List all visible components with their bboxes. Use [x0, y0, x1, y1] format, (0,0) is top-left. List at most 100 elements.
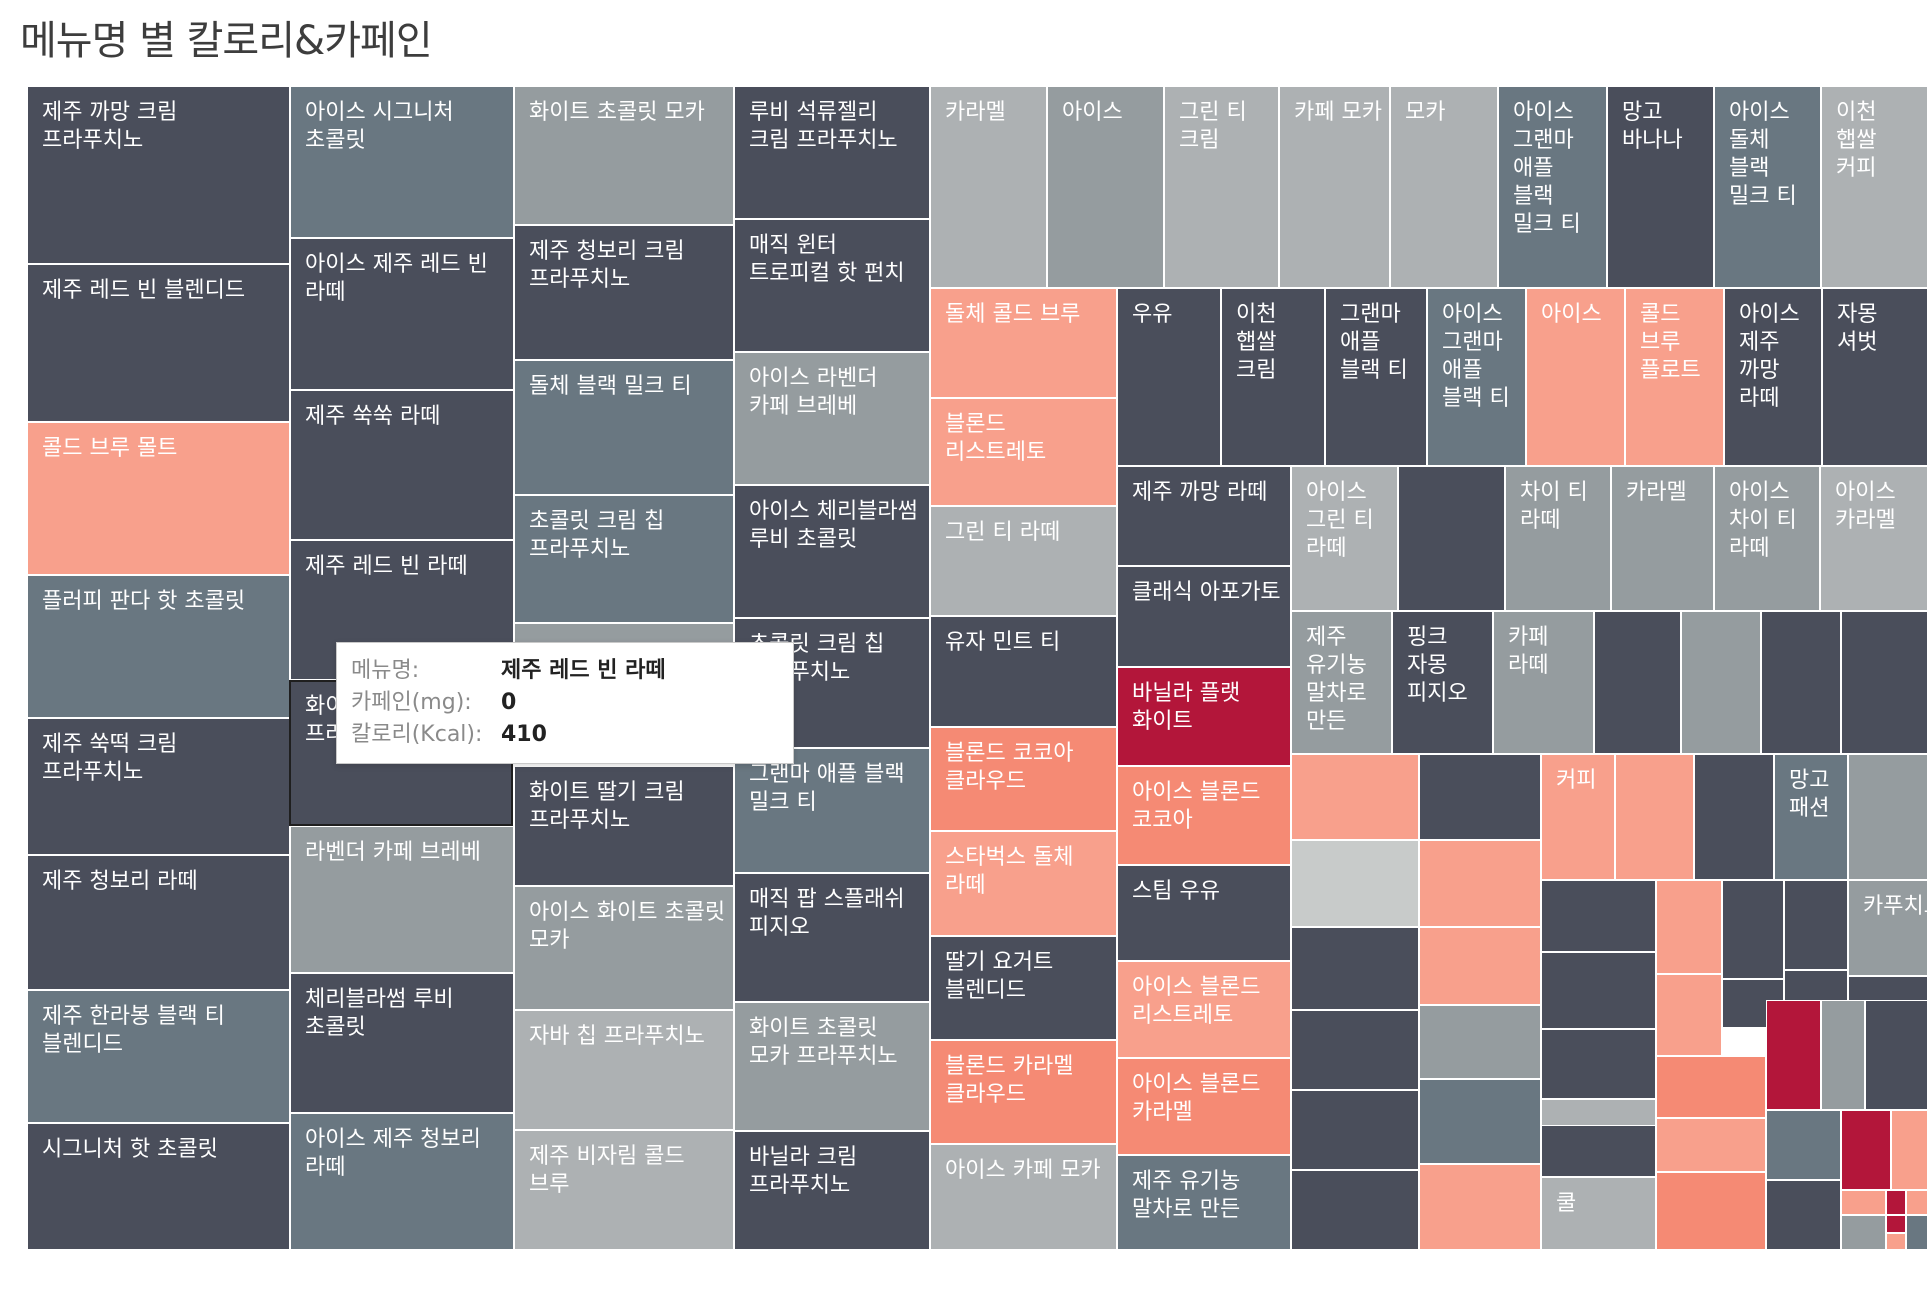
treemap-cell[interactable]: 콜드 브루 플로트 [1625, 288, 1724, 466]
treemap-cell[interactable]: 플러피 판다 핫 초콜릿 [27, 575, 290, 718]
treemap-cell[interactable]: 핑크 자몽 피지오 [1392, 611, 1493, 754]
treemap-cell[interactable]: 아이스 그랜마 애플 블랙 밀크 티 [1498, 86, 1607, 288]
treemap-cell[interactable] [1541, 952, 1656, 1029]
treemap-cell[interactable]: 매직 윈터 트로피컬 핫 펀치 [734, 219, 930, 352]
treemap-cell[interactable] [1886, 1215, 1906, 1233]
treemap-cell[interactable]: 라벤더 카페 브레베 [290, 826, 514, 973]
treemap-cell[interactable] [1848, 754, 1928, 880]
treemap-cell[interactable] [1419, 840, 1541, 927]
treemap-cell[interactable]: 제주 유기농 말차로 만든 [1291, 611, 1392, 754]
treemap-cell[interactable]: 카페 라떼 [1493, 611, 1594, 754]
treemap-cell[interactable]: 제주 유기농 말차로 만든 [1117, 1155, 1291, 1250]
treemap-cell[interactable]: 아이스 체리블라썸 루비 초콜릿 [734, 485, 930, 618]
treemap-cell[interactable]: 카페 모카 [1279, 86, 1390, 288]
treemap-cell[interactable] [1541, 880, 1656, 952]
treemap-cell[interactable] [1656, 974, 1722, 1056]
treemap-cell[interactable]: 아이스 블론드 코코아 [1117, 766, 1291, 865]
treemap-cell[interactable]: 스팀 우유 [1117, 865, 1291, 961]
treemap-cell[interactable]: 제주 까망 크림 프라푸치노 [27, 86, 290, 264]
treemap-cell[interactable] [1419, 1079, 1541, 1164]
treemap-cell[interactable]: 블론드 리스트레토 [930, 398, 1117, 506]
treemap-cell[interactable] [1656, 1118, 1766, 1172]
treemap-cell[interactable] [1291, 927, 1419, 1010]
treemap-cell[interactable] [1681, 611, 1761, 754]
treemap-cell[interactable]: 카푸치노 [1848, 880, 1928, 976]
treemap-cell[interactable]: 아이스 블론드 리스트레토 [1117, 961, 1291, 1058]
treemap-cell[interactable]: 화이트 딸기 크림 프라푸치노 [514, 766, 734, 886]
treemap-cell[interactable] [1291, 1170, 1419, 1250]
treemap-cell[interactable]: 제주 쑥쑥 라떼 [290, 390, 514, 540]
treemap-cell[interactable] [1615, 754, 1694, 880]
treemap-cell[interactable] [1656, 880, 1722, 974]
treemap-cell[interactable]: 아이스 화이트 초콜릿 모카 [514, 886, 734, 1010]
treemap-cell[interactable] [1761, 611, 1841, 754]
treemap-cell[interactable] [1841, 1110, 1891, 1190]
treemap-cell[interactable]: 유자 민트 티 [930, 616, 1117, 727]
treemap-cell[interactable] [1656, 1172, 1766, 1250]
treemap-cell[interactable] [1821, 1000, 1865, 1110]
treemap-cell[interactable]: 딸기 요거트 블렌디드 [930, 936, 1117, 1040]
treemap-cell[interactable]: 아이스 [1047, 86, 1164, 288]
treemap-cell[interactable] [1766, 1110, 1841, 1180]
treemap-cell[interactable]: 제주 청보리 라떼 [27, 855, 290, 990]
treemap-cell[interactable]: 아이스 돌체 블랙 밀크 티 [1714, 86, 1821, 288]
treemap-cell[interactable] [1419, 1164, 1541, 1250]
treemap-cell[interactable] [1766, 1180, 1841, 1250]
treemap-cell[interactable]: 돌체 콜드 브루 [930, 288, 1117, 398]
treemap-cell[interactable]: 그린 티 크림 [1164, 86, 1279, 288]
treemap-cell[interactable]: 화이트 초콜릿 모카 프라푸치노 [734, 1002, 930, 1131]
treemap-cell[interactable]: 시그니처 핫 초콜릿 [27, 1123, 290, 1250]
treemap-cell[interactable]: 망고 바나나 [1607, 86, 1714, 288]
treemap-cell[interactable]: 아이스 라벤더 카페 브레베 [734, 352, 930, 485]
treemap-cell[interactable]: 제주 청보리 크림 프라푸치노 [514, 225, 734, 360]
treemap-cell[interactable]: 아이스 시그니처 초콜릿 [290, 86, 514, 238]
treemap-cell[interactable]: 제주 비자림 콜드 브루 [514, 1130, 734, 1250]
treemap-cell[interactable]: 아이스 블론드 카라멜 [1117, 1058, 1291, 1155]
treemap-cell[interactable] [1541, 1029, 1656, 1099]
treemap-cell[interactable]: 카라멜 [930, 86, 1047, 288]
treemap-cell[interactable]: 그랜마 애플 블랙 티 [1325, 288, 1427, 466]
treemap-cell[interactable]: 아이스 제주 청보리 라떼 [290, 1113, 514, 1250]
treemap-cell[interactable] [1841, 611, 1928, 754]
treemap-cell[interactable]: 아이스 카라멜 [1820, 466, 1928, 611]
treemap-cell[interactable]: 커피 [1541, 754, 1615, 880]
treemap-cell[interactable] [1886, 1190, 1906, 1215]
treemap-cell[interactable] [1766, 1000, 1821, 1110]
treemap-cell[interactable] [1841, 1215, 1886, 1250]
treemap-cell[interactable]: 스타벅스 돌체 라떼 [930, 831, 1117, 936]
treemap-cell[interactable] [1291, 840, 1419, 927]
treemap-cell[interactable]: 돌체 블랙 밀크 티 [514, 360, 734, 495]
treemap-cell[interactable] [1906, 1190, 1928, 1215]
treemap-cell[interactable]: 그린 티 라떼 [930, 506, 1117, 616]
treemap-cell[interactable]: 쿨 [1541, 1177, 1656, 1250]
treemap-cell[interactable] [1906, 1215, 1928, 1250]
treemap-cell[interactable]: 그랜마 애플 블랙 밀크 티 [734, 748, 930, 873]
treemap-cell[interactable]: 우유 [1117, 288, 1221, 466]
treemap-cell[interactable] [1419, 754, 1541, 840]
treemap-cell[interactable]: 제주 까망 라떼 [1117, 466, 1291, 566]
treemap-cell[interactable]: 이천 햅쌀 커피 [1821, 86, 1928, 288]
treemap-cell[interactable]: 아이스 그랜마 애플 블랙 티 [1427, 288, 1526, 466]
treemap-cell[interactable] [1291, 754, 1419, 840]
treemap-cell[interactable] [1865, 1000, 1928, 1110]
treemap-cell[interactable]: 망고 패션 [1774, 754, 1848, 880]
treemap-cell[interactable]: 제주 한라봉 블랙 티 블렌디드 [27, 990, 290, 1123]
treemap-cell[interactable]: 자몽 셔벗 [1822, 288, 1928, 466]
treemap-cell[interactable]: 블론드 코코아 클라우드 [930, 727, 1117, 831]
treemap-cell[interactable] [1722, 880, 1784, 979]
treemap-cell[interactable]: 아이스 [1526, 288, 1625, 466]
treemap-cell[interactable]: 매직 팝 스플래쉬 피지오 [734, 873, 930, 1002]
treemap-cell[interactable]: 아이스 제주 레드 빈 라떼 [290, 238, 514, 390]
treemap-cell[interactable] [1419, 927, 1541, 1005]
treemap-cell[interactable]: 체리블라썸 루비 초콜릿 [290, 973, 514, 1113]
treemap-cell[interactable]: 카라멜 [1611, 466, 1714, 611]
treemap-cell[interactable] [1694, 754, 1774, 880]
treemap-cell[interactable]: 차이 티 라떼 [1505, 466, 1611, 611]
treemap-cell[interactable]: 바닐라 크림 프라푸치노 [734, 1131, 930, 1250]
treemap-cell[interactable] [1886, 1233, 1906, 1250]
treemap-cell[interactable] [1291, 1090, 1419, 1170]
treemap-cell[interactable] [1398, 466, 1505, 611]
treemap-cell[interactable]: 아이스 카페 모카 [930, 1144, 1117, 1250]
treemap-cell[interactable]: 콜드 브루 몰트 [27, 422, 290, 575]
treemap-cell[interactable] [1594, 611, 1681, 754]
